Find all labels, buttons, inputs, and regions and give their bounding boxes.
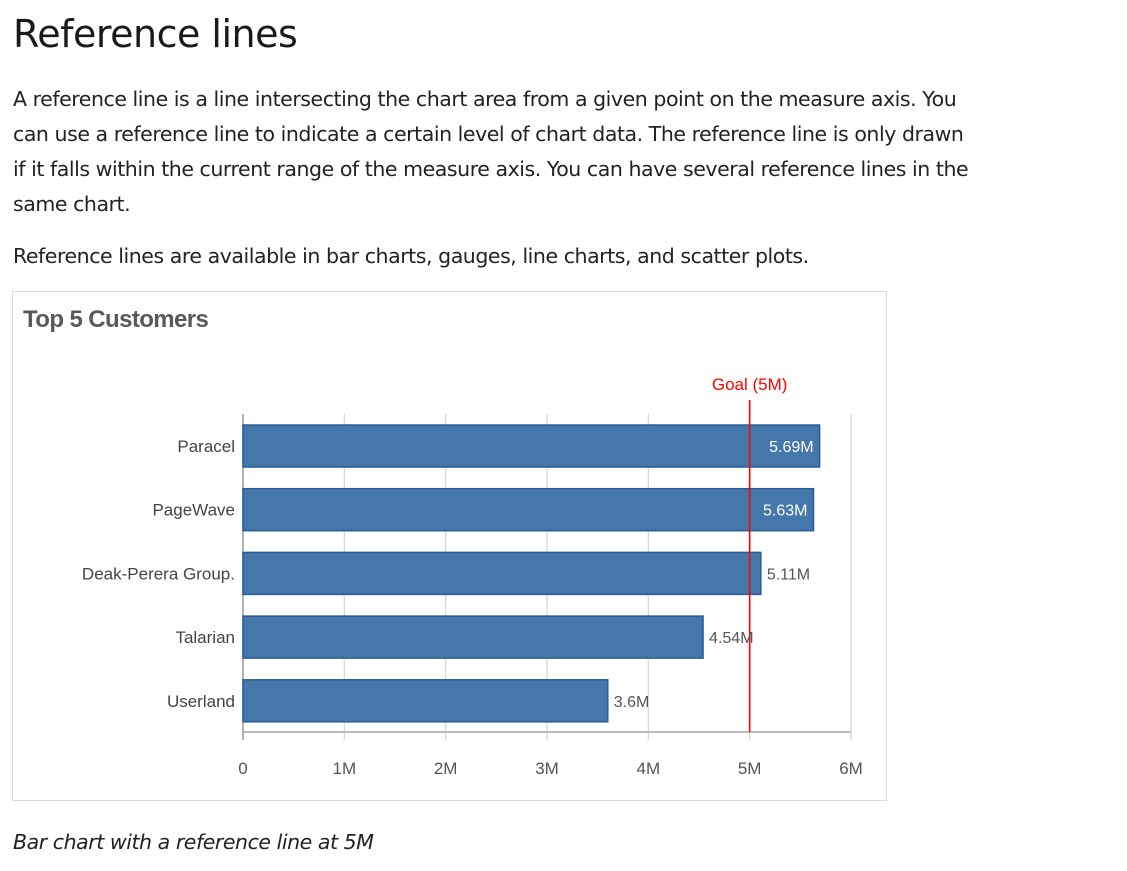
x-tick-label: 2M xyxy=(434,759,458,778)
value-label: 5.63M xyxy=(763,503,807,520)
reference-line-label: Goal (5M) xyxy=(712,375,788,394)
bar xyxy=(242,615,704,659)
chart-title: Top 5 Customers xyxy=(23,306,209,333)
value-label: 3.6M xyxy=(614,694,650,711)
bar-chart: Top 5 Customers 0 1M 2M 3M 4M 5M 6M Paracel Page… xyxy=(12,291,887,801)
x-tick-label: 6M xyxy=(839,759,863,778)
paragraph-line: if it falls within the current range of … xyxy=(13,157,969,181)
paragraph-line: can use a reference line to indicate a c… xyxy=(13,122,964,146)
category-label: Deak-Perera Group. xyxy=(82,564,235,583)
figure-caption: Bar chart with a reference line at 5M xyxy=(13,830,374,854)
paragraph-line: A reference line is a line intersecting … xyxy=(13,87,957,111)
bar xyxy=(242,424,821,468)
intro-paragraph: A reference line is a line intersecting … xyxy=(13,82,969,222)
page-title: Reference lines xyxy=(13,12,298,56)
paragraph-line: same chart. xyxy=(13,192,131,216)
category-label: Paracel xyxy=(177,437,235,456)
x-tick-label: 3M xyxy=(535,759,559,778)
x-tick-label: 4M xyxy=(637,759,661,778)
availability-paragraph: Reference lines are available in bar cha… xyxy=(13,244,809,268)
value-label: 5.69M xyxy=(769,439,813,456)
category-label: PageWave xyxy=(152,501,235,520)
bar xyxy=(242,487,815,532)
bar xyxy=(242,551,762,596)
chart-svg: 0 1M 2M 3M 4M 5M 6M Paracel PageWave Deak-Perera … xyxy=(82,375,863,778)
x-tick-label: 0 xyxy=(238,759,247,778)
x-tick-label: 5M xyxy=(738,759,762,778)
value-label: 4.54M xyxy=(709,630,753,647)
bar xyxy=(242,679,609,723)
value-label: 5.11M xyxy=(767,566,810,583)
x-tick-label: 1M xyxy=(333,759,357,778)
category-label: Userland xyxy=(167,692,235,711)
category-label: Talarian xyxy=(175,628,235,647)
